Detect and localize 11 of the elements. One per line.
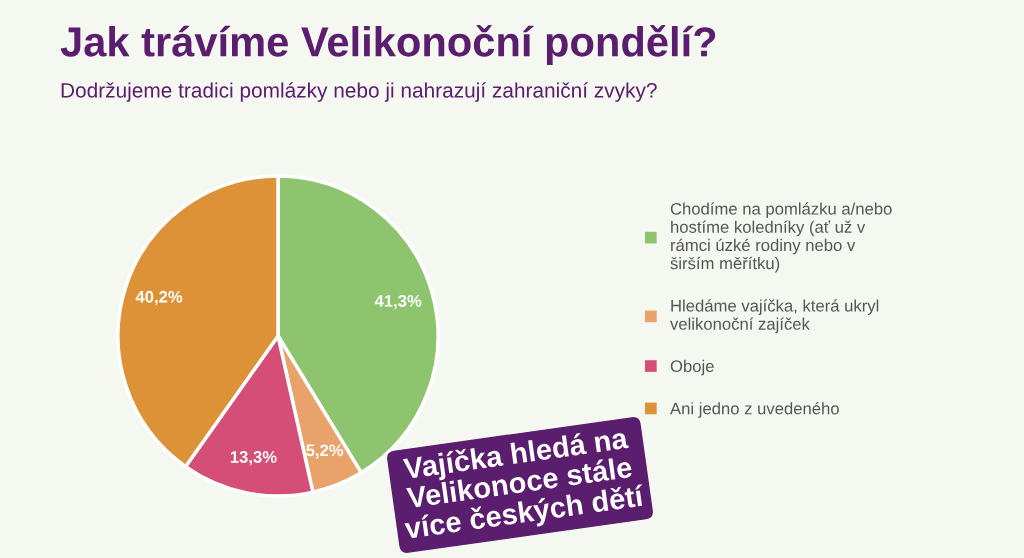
text: Vajíčka hledá na Velikonoce stále více českých dětí <box>402 426 646 545</box>
legend-label: Oboje <box>670 359 714 376</box>
data-label: 5,2% <box>306 444 344 459</box>
data-label: 41,3% <box>374 294 422 310</box>
legend-label: Chodíme na pomlázku a/nebo hostíme koledníky (ať už v rámci úzké rodiny nebo v širším měřítku) <box>670 202 892 273</box>
chart-title: Jak trávíme Velikonoční pondělí? <box>60 25 716 65</box>
data-label: 40,2% <box>135 290 183 306</box>
legend-label: Ani jedno z uvedeného <box>670 402 839 418</box>
chart-subtitle: Dodržujeme tradici pomlázky nebo ji nahrazují zahraniční zvyky? <box>61 82 657 102</box>
legend-label: Hledáme vajíčka, která ukryl velikonoční zajíček <box>670 299 879 334</box>
data-label: 13,3% <box>230 451 277 466</box>
